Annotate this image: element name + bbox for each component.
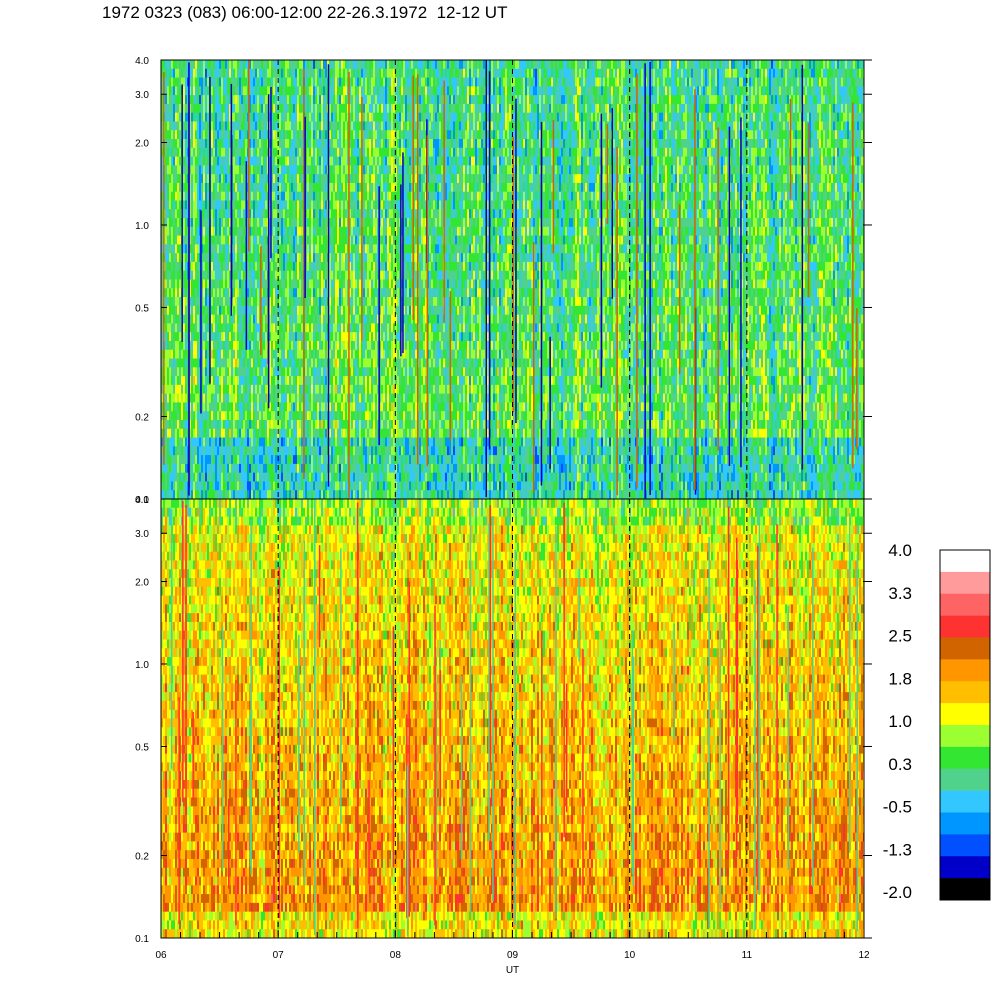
colorbar-swatch [940,878,990,901]
upper-y-tick-label: 0.1 [135,495,149,506]
colorbar-label: 0.3 [888,755,912,774]
colorbar-swatch [940,681,990,704]
colorbar-swatch [940,637,990,660]
x-tick-label: 08 [390,950,402,961]
colorbar-frame [939,549,991,901]
colorbar-label: -0.5 [883,798,912,817]
upper-y-tick-label: 2.0 [135,138,149,149]
upper-y-tick-label: 0.5 [135,303,149,314]
x-tick-label: 10 [624,950,636,961]
colorbar-label: 1.0 [888,712,912,731]
lower-y-tick-label: 1.0 [135,660,149,671]
lower-y-tick-label: 4.0 [135,495,149,506]
colorbar-swatch [940,703,990,726]
colorbar-swatch [940,593,990,616]
colorbar-swatch [940,725,990,748]
axes-overlay: 0.10.20.51.02.03.04.00.10.20.51.02.03.04… [135,56,872,976]
x-axis-label: UT [506,965,519,976]
colorbar: 4.0 3.3 2.5 1.8 1.0 0.3 -0.5 -1.3 -2.0 [883,541,991,902]
x-tick-label: 12 [858,950,870,961]
lower-y-tick-label: 3.0 [135,529,149,540]
colorbar-swatch [940,812,990,835]
x-tick-label: 06 [155,950,167,961]
lower-y-tick-label: 2.0 [135,577,149,588]
colorbar-swatch [940,550,990,573]
colorbar-swatch [940,746,990,770]
x-tick-label: 09 [507,950,519,961]
upper-y-tick-label: 0.2 [135,413,149,424]
colorbar-swatch [940,834,990,857]
upper-spectrogram-panel [161,60,864,499]
lower-y-tick-label: 0.1 [135,934,149,945]
x-tick-label: 07 [273,950,285,961]
plot-title: 1972 0323 (083) 06:00-12:00 22-26.3.1972… [102,3,507,23]
colorbar-swatch [940,659,990,682]
colorbar-label: 4.0 [888,541,912,560]
colorbar-swatch [940,856,990,879]
colorbar-label: -1.3 [883,840,912,859]
colorbar-label: 3.3 [888,584,912,603]
colorbar-label: 1.8 [888,669,912,688]
upper-y-tick-label: 1.0 [135,221,149,232]
colorbar-swatch [940,768,990,791]
lower-y-tick-label: 0.5 [135,742,149,753]
colorbar-swatch [940,790,990,813]
upper-y-tick-label: 3.0 [135,90,149,101]
upper-y-tick-label: 4.0 [135,56,149,67]
colorbar-label: 2.5 [888,627,912,646]
lower-spectrogram-panel [161,499,864,938]
colorbar-swatch [940,571,990,595]
colorbar-label: -2.0 [883,883,912,902]
x-tick-label: 11 [742,950,753,961]
lower-y-tick-label: 0.2 [135,852,149,863]
colorbar-swatch [940,615,990,638]
